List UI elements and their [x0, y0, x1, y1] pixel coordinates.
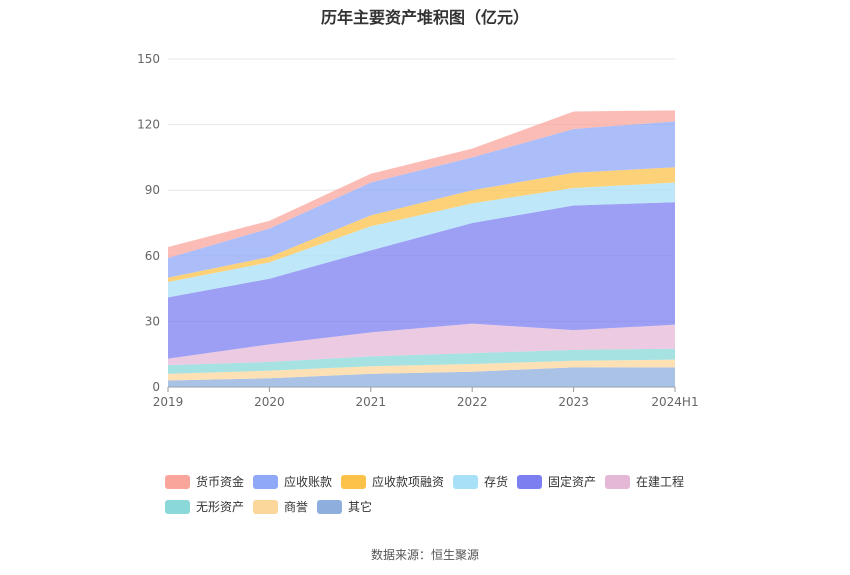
legend-label: 在建工程	[636, 475, 685, 489]
legend-label: 应收款项融资	[372, 475, 445, 489]
x-axis-ticks: 2019 2020 2021 2022 2023 2024H1	[153, 387, 699, 409]
legend-swatch	[453, 474, 478, 489]
legend-item[interactable]: 无形资产	[165, 498, 244, 515]
x-tick-label: 2020	[254, 395, 285, 409]
legend-item[interactable]: 商誉	[253, 498, 308, 515]
y-tick-label: 0	[152, 380, 160, 394]
legend-item[interactable]: 货币资金	[165, 473, 244, 490]
legend-swatch	[165, 474, 190, 489]
area-series-5[interactable]	[168, 182, 675, 298]
legend-item[interactable]: 其它	[317, 498, 372, 515]
x-tick-label: 2022	[457, 395, 488, 409]
legend-item[interactable]: 应收账款	[253, 473, 332, 490]
legend-swatch	[317, 499, 342, 514]
legend-swatch	[517, 474, 542, 489]
legend-item[interactable]: 存货	[453, 473, 508, 490]
chart-title: 历年主要资产堆积图（亿元）	[320, 8, 529, 27]
legend-label: 无形资产	[196, 500, 245, 514]
area-series-3[interactable]	[168, 323, 675, 366]
legend-swatch	[253, 499, 278, 514]
area-series-2[interactable]	[168, 348, 675, 374]
y-axis-ticks: 0 30 60 90 120 150	[137, 52, 160, 394]
y-tick-label: 120	[137, 118, 160, 132]
legend-label: 固定资产	[548, 475, 597, 489]
legend-label: 应收账款	[284, 475, 333, 489]
y-tick-label: 150	[137, 52, 160, 66]
x-tick-label: 2024H1	[651, 395, 698, 409]
area-series-4[interactable]	[168, 202, 675, 359]
area-series-7[interactable]	[168, 121, 675, 278]
area-series-1[interactable]	[168, 359, 675, 381]
y-tick-label: 90	[145, 183, 160, 197]
area-series-0[interactable]	[168, 367, 675, 387]
area-series	[168, 110, 675, 387]
x-tick-label: 2021	[356, 395, 387, 409]
legend-label: 商誉	[284, 500, 309, 514]
legend-swatch	[341, 474, 366, 489]
legend-label: 存货	[484, 475, 509, 489]
legend-label: 货币资金	[196, 475, 245, 489]
legend-swatch	[605, 474, 630, 489]
legend-label: 其它	[348, 500, 373, 514]
legend-item[interactable]: 在建工程	[605, 473, 684, 490]
legend-item[interactable]: 固定资产	[517, 473, 596, 490]
legend-swatch	[253, 474, 278, 489]
legend-item[interactable]: 应收款项融资	[341, 473, 444, 490]
x-tick-label: 2023	[558, 395, 589, 409]
area-series-6[interactable]	[168, 167, 675, 283]
legend-swatch	[165, 499, 190, 514]
source-note: 数据来源：恒生聚源	[370, 548, 479, 562]
x-tick-label: 2019	[153, 395, 184, 409]
y-tick-label: 60	[145, 249, 160, 263]
y-tick-label: 30	[145, 314, 160, 328]
